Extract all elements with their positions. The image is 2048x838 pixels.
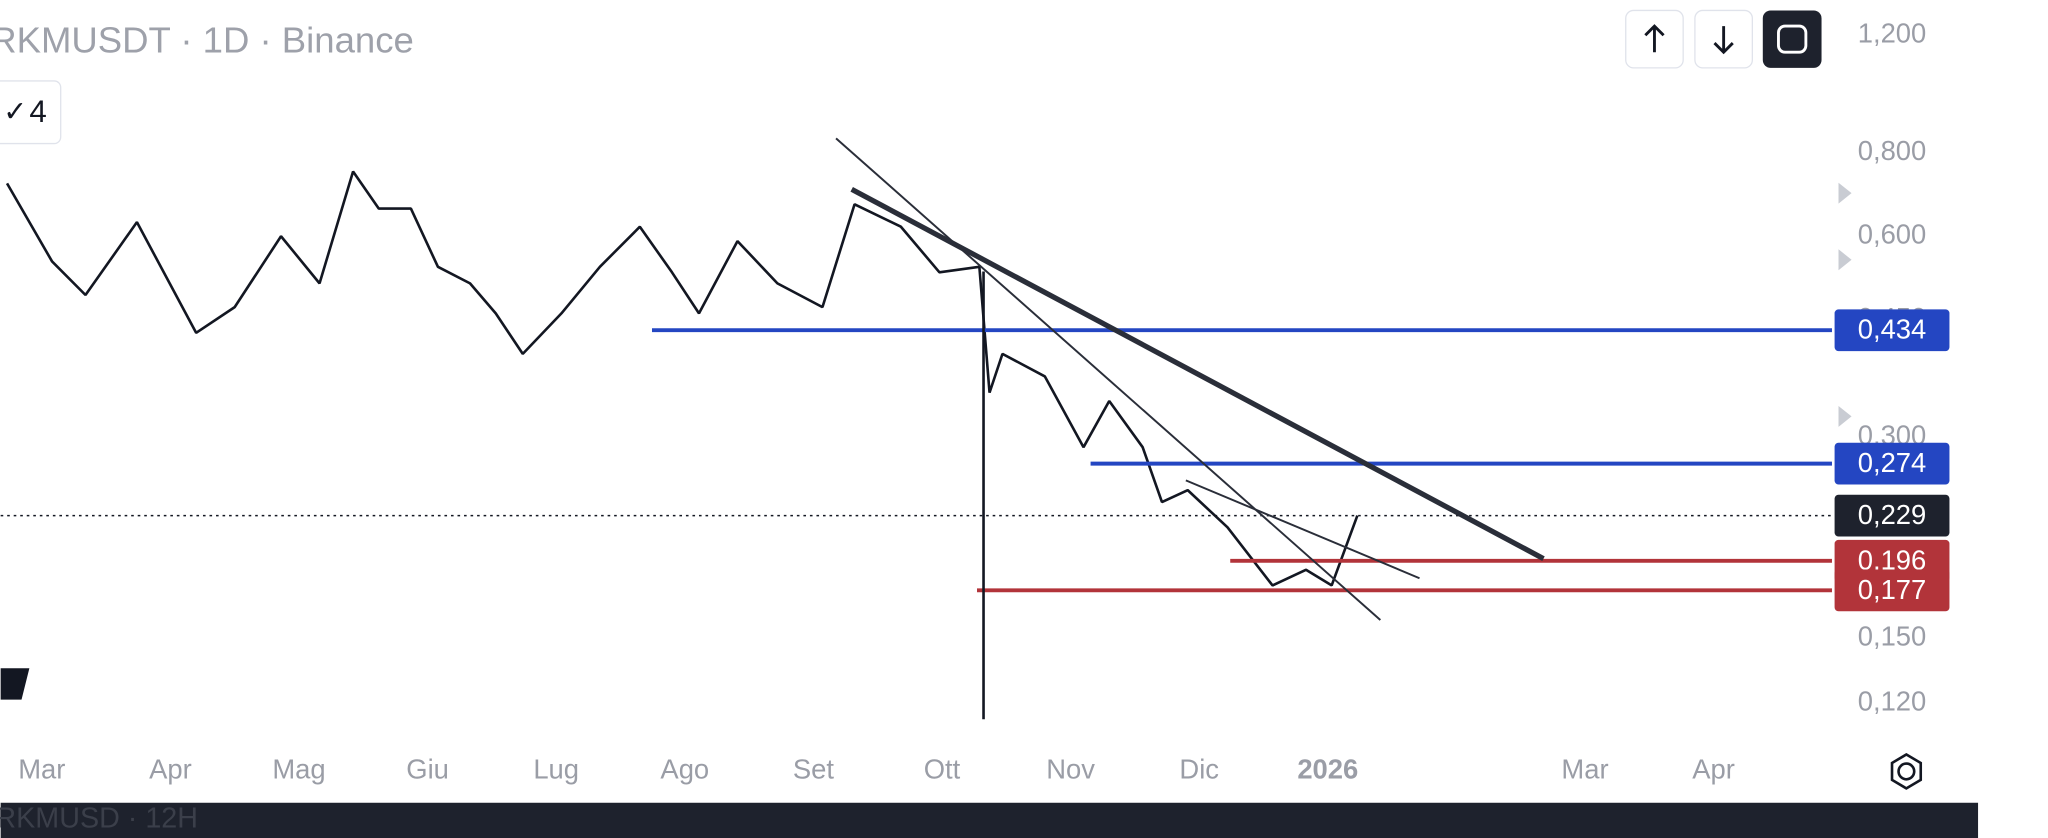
level-badge xyxy=(1834,309,1950,352)
x-tick-label: Apr xyxy=(149,754,192,785)
x-tick-label: Apr xyxy=(1692,754,1735,785)
fullscreen-icon xyxy=(1777,24,1808,54)
x-tick-label: Nov xyxy=(1046,754,1095,785)
x-tick-label: Ago xyxy=(660,754,709,785)
symbol-title: RKMUSDT · 1D · Binance xyxy=(0,20,414,61)
price-line xyxy=(5,170,1359,587)
level-label: 0,434 xyxy=(1858,314,1927,345)
x-tick-label: Mag xyxy=(272,754,325,785)
y-tick-label: 1,200 xyxy=(1858,17,1927,48)
fullscreen-button[interactable] xyxy=(1762,10,1822,68)
footer-text: RKMUSD · 12H xyxy=(0,802,198,834)
plot-area: 1,2000,8000,6000,4500,3000,1500,120MarAp… xyxy=(0,17,1950,785)
y-tick-label: 0,120 xyxy=(1858,685,1927,716)
y-tick-label: 0,600 xyxy=(1858,219,1927,250)
x-tick-label: Set xyxy=(793,754,835,785)
x-tick-label: Mar xyxy=(18,754,65,785)
level-badge xyxy=(1834,442,1950,485)
level-badge xyxy=(1834,569,1950,612)
level-label: 0,229 xyxy=(1858,499,1927,530)
level-label: 0,274 xyxy=(1858,447,1927,478)
y-tick-label: 0,150 xyxy=(1858,621,1927,652)
x-tick-label: Ott xyxy=(924,754,961,785)
level-label: 0,177 xyxy=(1858,574,1927,605)
bottom-bar xyxy=(0,802,1979,838)
indicator-button[interactable] xyxy=(0,80,62,145)
trend-line xyxy=(850,186,1545,561)
right-margin xyxy=(1978,0,2048,838)
x-tick-label: 2026 xyxy=(1297,754,1358,785)
x-tick-label: Dic xyxy=(1179,754,1219,785)
up-icon xyxy=(1644,24,1665,53)
level-badge xyxy=(1834,494,1950,537)
x-tick-label: Lug xyxy=(533,754,579,785)
settings-frame xyxy=(1890,752,1923,790)
trend-line xyxy=(835,137,1381,621)
indicator-count: 4 xyxy=(29,94,46,129)
down-icon xyxy=(1713,26,1734,55)
settings-icon[interactable] xyxy=(1897,762,1916,781)
logo xyxy=(0,668,30,700)
x-tick-label: Mar xyxy=(1561,754,1608,785)
x-tick-label: Giu xyxy=(406,754,449,785)
indicator-icon: ✓ xyxy=(3,96,27,128)
y-tick-label: 0,800 xyxy=(1858,135,1927,166)
trend-line xyxy=(1185,479,1420,580)
